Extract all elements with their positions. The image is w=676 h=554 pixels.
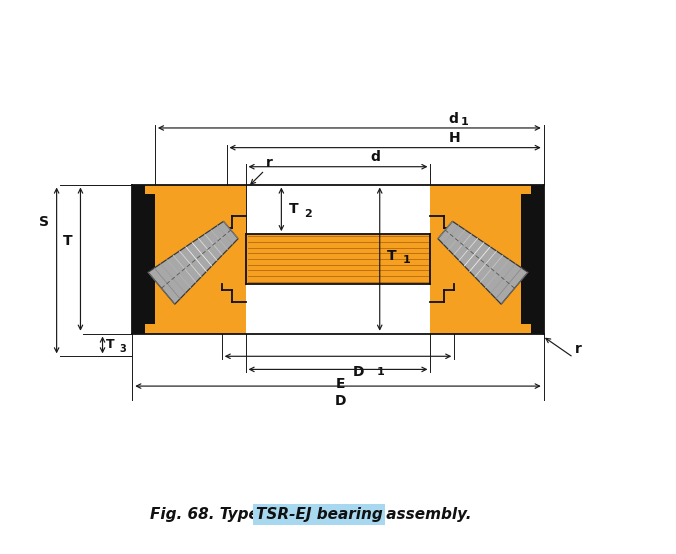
Text: 1: 1	[460, 117, 468, 127]
Text: T: T	[289, 202, 298, 217]
Polygon shape	[431, 184, 544, 334]
Polygon shape	[438, 221, 528, 304]
Text: r: r	[266, 156, 272, 170]
Text: Fig. 68. Type: Fig. 68. Type	[150, 507, 264, 522]
Text: TSR-EJ bearing: TSR-EJ bearing	[256, 507, 383, 522]
Text: 1: 1	[402, 255, 410, 265]
Polygon shape	[521, 184, 544, 334]
Text: D: D	[353, 365, 364, 378]
Polygon shape	[132, 184, 245, 334]
Text: d: d	[371, 150, 381, 165]
Text: D: D	[335, 394, 347, 408]
Text: T: T	[63, 234, 72, 248]
Text: d: d	[448, 111, 458, 126]
Text: E: E	[336, 377, 345, 391]
Text: S: S	[39, 215, 49, 229]
Text: 3: 3	[119, 344, 126, 354]
Text: assembly.: assembly.	[381, 507, 471, 522]
Polygon shape	[148, 221, 238, 304]
Text: r: r	[575, 342, 581, 356]
Text: T: T	[105, 338, 114, 351]
Text: 2: 2	[304, 208, 312, 218]
Text: 1: 1	[377, 367, 385, 377]
Bar	[245, 234, 431, 284]
Polygon shape	[132, 184, 155, 334]
Text: H: H	[448, 131, 460, 145]
Text: T: T	[387, 249, 397, 263]
